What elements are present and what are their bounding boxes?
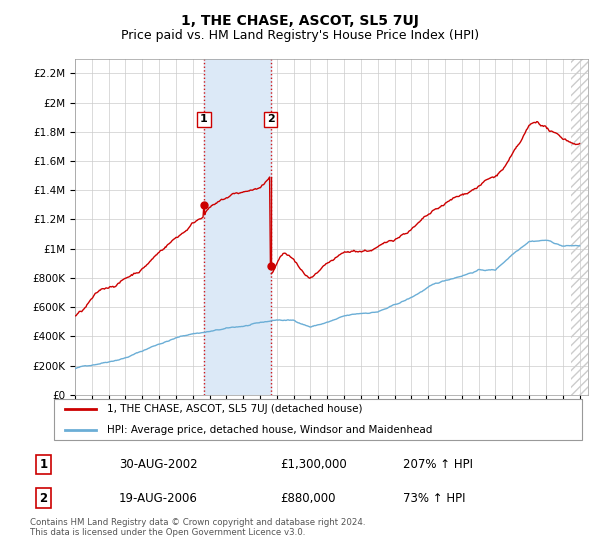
- Text: 1, THE CHASE, ASCOT, SL5 7UJ: 1, THE CHASE, ASCOT, SL5 7UJ: [181, 14, 419, 28]
- Text: £1,300,000: £1,300,000: [281, 458, 347, 471]
- Text: Contains HM Land Registry data © Crown copyright and database right 2024.
This d: Contains HM Land Registry data © Crown c…: [30, 518, 365, 538]
- Text: HPI: Average price, detached house, Windsor and Maidenhead: HPI: Average price, detached house, Wind…: [107, 424, 432, 435]
- Text: 2: 2: [40, 492, 47, 505]
- Bar: [571, 59, 588, 395]
- Text: Price paid vs. HM Land Registry's House Price Index (HPI): Price paid vs. HM Land Registry's House …: [121, 29, 479, 42]
- Text: 73% ↑ HPI: 73% ↑ HPI: [403, 492, 466, 505]
- Text: 30-AUG-2002: 30-AUG-2002: [119, 458, 197, 471]
- Text: 1: 1: [40, 458, 47, 471]
- Text: 207% ↑ HPI: 207% ↑ HPI: [403, 458, 473, 471]
- Bar: [571, 59, 588, 395]
- FancyBboxPatch shape: [54, 399, 582, 440]
- Text: 1: 1: [200, 114, 208, 124]
- Text: 2: 2: [267, 114, 275, 124]
- Text: 19-AUG-2006: 19-AUG-2006: [119, 492, 198, 505]
- Text: 1, THE CHASE, ASCOT, SL5 7UJ (detached house): 1, THE CHASE, ASCOT, SL5 7UJ (detached h…: [107, 404, 362, 414]
- Text: £880,000: £880,000: [281, 492, 336, 505]
- Bar: [204, 59, 271, 395]
